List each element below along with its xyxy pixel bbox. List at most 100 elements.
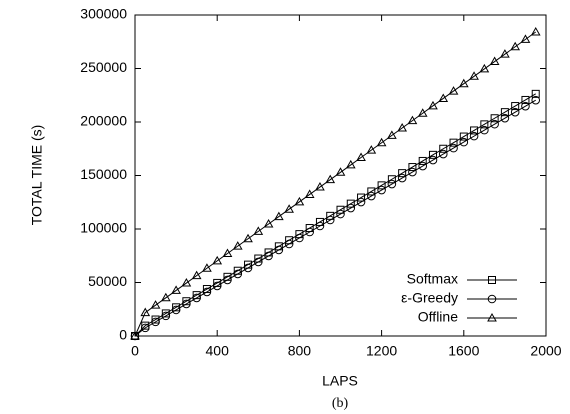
marker-triangle (140, 307, 151, 317)
x-tick-label: 2000 (530, 343, 561, 359)
marker-circle (346, 203, 356, 213)
marker-square (459, 132, 468, 141)
marker-triangle (212, 255, 223, 265)
series-line (134, 31, 537, 337)
marker-triangle (181, 278, 192, 287)
marker-circle (161, 311, 171, 321)
y-tick-label: 150000 (80, 166, 127, 182)
marker-circle (243, 263, 253, 273)
marker-circle (192, 293, 201, 303)
marker-triangle (487, 312, 497, 322)
marker-triangle (150, 300, 161, 309)
marker-square (470, 126, 479, 135)
x-tick-label: 400 (206, 343, 230, 359)
marker-triangle (243, 233, 253, 243)
marker-triangle (366, 145, 377, 154)
marker-triangle (345, 159, 356, 169)
marker-square (480, 120, 489, 129)
marker-circle (295, 233, 304, 243)
marker-circle (397, 173, 407, 183)
marker-square (182, 297, 191, 306)
marker-triangle (263, 218, 274, 228)
marker-circle (490, 119, 499, 129)
marker-triangle (222, 248, 233, 258)
marker-circle (377, 185, 386, 195)
series-line (134, 99, 536, 337)
marker-circle (531, 95, 541, 105)
marker-circle (510, 107, 520, 117)
marker-circle (487, 294, 497, 304)
marker-circle (315, 221, 325, 231)
marker-square (357, 193, 366, 202)
marker-circle (233, 269, 243, 279)
marker-circle (151, 317, 160, 327)
y-tick-label: 100000 (80, 220, 127, 236)
marker-circle (438, 149, 448, 159)
marker-square (377, 181, 386, 190)
marker-triangle (160, 292, 171, 302)
marker-triangle (479, 63, 490, 73)
marker-triangle (417, 108, 428, 117)
x-tick-label: 1600 (448, 343, 479, 359)
marker-circle (469, 131, 479, 141)
marker-circle (521, 101, 530, 111)
marker-triangle (448, 86, 459, 95)
marker-circle (356, 197, 366, 207)
marker-circle (182, 299, 191, 309)
marker-triangle (407, 115, 418, 125)
legend-label: Offline (418, 309, 458, 325)
marker-triangle (356, 152, 366, 162)
marker-circle (367, 191, 376, 201)
marker-circle (459, 137, 469, 147)
marker-circle (480, 125, 489, 135)
y-tick-label: 0 (119, 327, 127, 343)
y-tick-label: 250000 (80, 59, 127, 75)
marker-square (367, 187, 376, 196)
marker-circle (305, 227, 314, 237)
marker-triangle (438, 93, 449, 102)
marker-triangle (510, 41, 521, 51)
marker-square (192, 291, 201, 300)
marker-square (387, 175, 396, 184)
marker-square (408, 163, 417, 172)
caption: (b) (332, 396, 349, 411)
legend-label: ε-Greedy (401, 290, 458, 306)
marker-triangle (469, 71, 479, 80)
marker-circle (274, 245, 284, 255)
marker-square (488, 276, 496, 284)
x-axis-label: LAPS (322, 373, 358, 389)
marker-circle (284, 239, 294, 249)
marker-triangle (232, 241, 243, 250)
marker-circle (253, 257, 263, 267)
legend-label: Softmax (407, 271, 458, 287)
marker-circle (449, 143, 458, 153)
marker-circle (500, 113, 510, 123)
marker-square (428, 150, 437, 159)
marker-circle (171, 305, 181, 315)
marker-square (326, 211, 335, 220)
marker-circle (387, 179, 397, 189)
marker-triangle (191, 270, 202, 280)
marker-circle (212, 281, 222, 291)
marker-square (490, 114, 499, 123)
marker-triangle (500, 49, 510, 58)
marker-triangle (458, 78, 469, 88)
marker-square (500, 108, 509, 117)
marker-circle (264, 251, 273, 261)
marker-circle (325, 215, 335, 225)
marker-triangle (520, 34, 531, 43)
marker-triangle (335, 167, 346, 176)
marker-triangle (202, 263, 212, 272)
x-tick-label: 0 (131, 343, 139, 359)
marker-square (449, 138, 458, 147)
marker-circle (202, 287, 212, 297)
marker-triangle (530, 27, 541, 36)
marker-square (336, 205, 345, 214)
marker-triangle (325, 174, 336, 184)
y-axis-label: TOTAL TIME (s) (29, 125, 45, 226)
marker-triangle (304, 189, 315, 198)
marker-circle (408, 167, 417, 177)
marker-circle (223, 275, 232, 285)
marker-triangle (489, 56, 500, 66)
